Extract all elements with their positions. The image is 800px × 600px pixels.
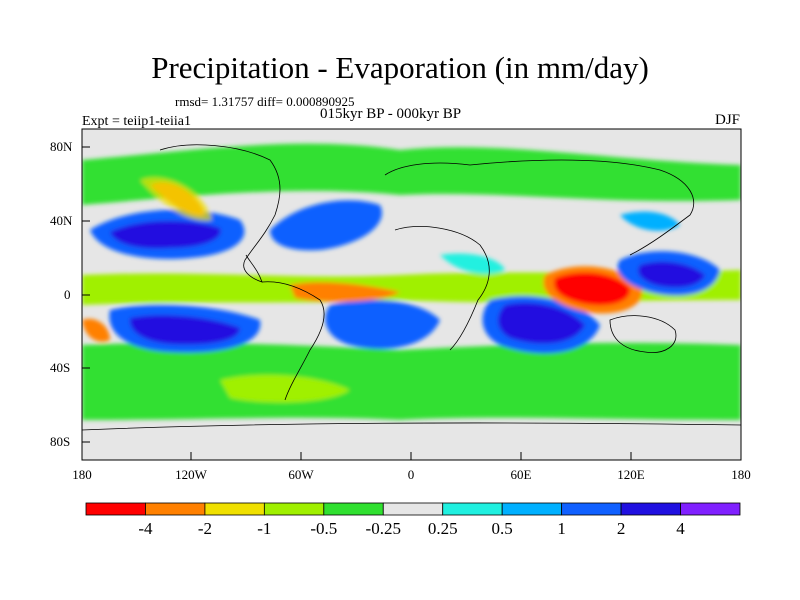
colorbar-swatch [145, 502, 206, 516]
contour-cyan-1 [440, 253, 505, 275]
colorbar-swatch [85, 502, 146, 516]
contour-field [82, 143, 741, 420]
south-america-coast [261, 281, 325, 401]
contour-south-pacific [220, 374, 350, 403]
colorbar-label: 4 [676, 519, 685, 538]
map-title: Precipitation - Evaporation (in mm/day) [151, 50, 649, 85]
colorbar-swatch [323, 502, 384, 516]
tick-marks [82, 146, 632, 460]
colorbar-swatch [620, 502, 681, 516]
eurasia-coast [384, 159, 695, 256]
lon-tick-label: 180 [72, 467, 92, 482]
lon-tick-label: 120W [175, 467, 207, 482]
lon-tick-label: 0 [407, 467, 415, 482]
contour-south-atlantic [325, 300, 440, 349]
lon-tick-label: 60W [288, 467, 314, 482]
australia-coast [609, 315, 677, 353]
experiment-label: Expt = teiip1-teiia1 [82, 114, 191, 129]
colorbar-label: 0.5 [491, 519, 513, 538]
colorbar-label: -0.5 [310, 519, 338, 538]
colorbar-swatch [442, 502, 503, 516]
contour-indian-ocean-core [498, 302, 585, 344]
antarctica-coast [82, 422, 741, 431]
lon-tick-label: 120E [617, 467, 645, 482]
lat-tick-label: 80N [50, 139, 73, 154]
period-label: 015kyr BP - 000kyr BP [320, 106, 462, 122]
colorbar-swatch [204, 502, 265, 516]
lat-tick-label: 40S [50, 360, 71, 375]
contour-cyan-2 [620, 211, 680, 231]
lat-tick-label: 40N [50, 213, 73, 228]
lon-tick-label: 180 [731, 467, 751, 482]
contour-west-pacific-core [638, 261, 705, 288]
lon-tick-label: 60E [510, 467, 532, 482]
contour-sw-edge [82, 318, 110, 342]
colorbar-swatch [263, 502, 325, 516]
colorbar-label: -2 [197, 519, 212, 538]
map-field [82, 129, 741, 460]
colorbar-swatch [382, 502, 444, 516]
colorbar-label: 2 [616, 519, 626, 538]
colorbar-label: -1 [257, 519, 272, 538]
contour-band-north [82, 143, 741, 205]
coastlines [82, 144, 741, 431]
season-label: DJF [714, 112, 740, 128]
north-america-coast [159, 144, 281, 283]
contour-north-pacific-core [110, 220, 221, 249]
contour-maritime-core [554, 272, 631, 306]
colorbar-label: -4 [138, 519, 153, 538]
stats-label: rmsd= 1.31757 diff= 0.000890925 [175, 94, 355, 109]
lat-tick-label: 0 [64, 287, 71, 302]
colorbar-label: -0.25 [365, 519, 401, 538]
africa-coast [394, 226, 490, 351]
colorbar-swatch [680, 502, 741, 516]
colorbar-label: 1 [557, 519, 566, 538]
lat-tick-label: 80S [50, 434, 71, 449]
contour-ne-pacific-halo [140, 177, 212, 221]
colorbar-label: 0.25 [427, 519, 458, 538]
contour-se-pacific-core [129, 315, 240, 345]
contour-north-atlantic [270, 200, 382, 251]
colorbar-swatch [561, 502, 622, 516]
colorbar-swatch [501, 502, 563, 516]
contour-eq-atlantic [290, 282, 400, 302]
